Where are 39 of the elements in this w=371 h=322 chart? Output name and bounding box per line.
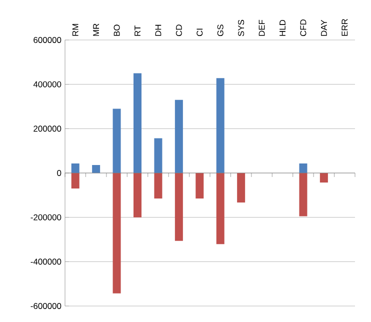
y-tick-label: 0: [57, 170, 62, 176]
bar: [134, 172, 142, 218]
bar: [174, 100, 183, 173]
x-tick-label: CFD: [300, 19, 306, 36]
bar: [154, 172, 162, 198]
x-tick-label: DAY: [321, 20, 327, 36]
bar: [216, 78, 224, 173]
x-tick-label: DH: [155, 24, 162, 36]
bar: [174, 172, 183, 241]
x-tick-label: ERR: [342, 18, 348, 36]
y-tick-label: -600000: [30, 303, 62, 309]
x-tick-label: RM: [72, 24, 78, 36]
bar: [299, 163, 308, 173]
x-tick-label: CD: [176, 24, 182, 36]
bar: [216, 172, 224, 244]
bar: [112, 108, 121, 173]
x-tick-label: HLD: [280, 20, 286, 36]
x-tick-label: GS: [217, 24, 224, 36]
bar: [320, 172, 328, 183]
y-tick-label: -200000: [30, 214, 62, 220]
x-tick-label: BO: [114, 24, 120, 36]
bar: [299, 172, 308, 216]
bar: [237, 172, 246, 202]
bar: [134, 73, 142, 173]
bar: [92, 165, 100, 173]
x-tick-label: DEF: [258, 20, 265, 36]
bar: [71, 172, 80, 189]
y-tick-label: 600000: [34, 37, 62, 43]
x-tick-label: SYS: [238, 20, 244, 36]
bar: [154, 138, 162, 173]
y-tick-label: 400000: [33, 81, 62, 88]
bar: [112, 172, 121, 294]
x-tick-label: RT: [134, 26, 140, 36]
y-tick-label: -400000: [30, 258, 62, 265]
x-tick-label: CI: [196, 28, 203, 36]
y-tick-label: 200000: [34, 126, 62, 132]
bar: [71, 163, 80, 173]
bar: [196, 172, 204, 198]
x-tick-label: MR: [93, 24, 99, 36]
